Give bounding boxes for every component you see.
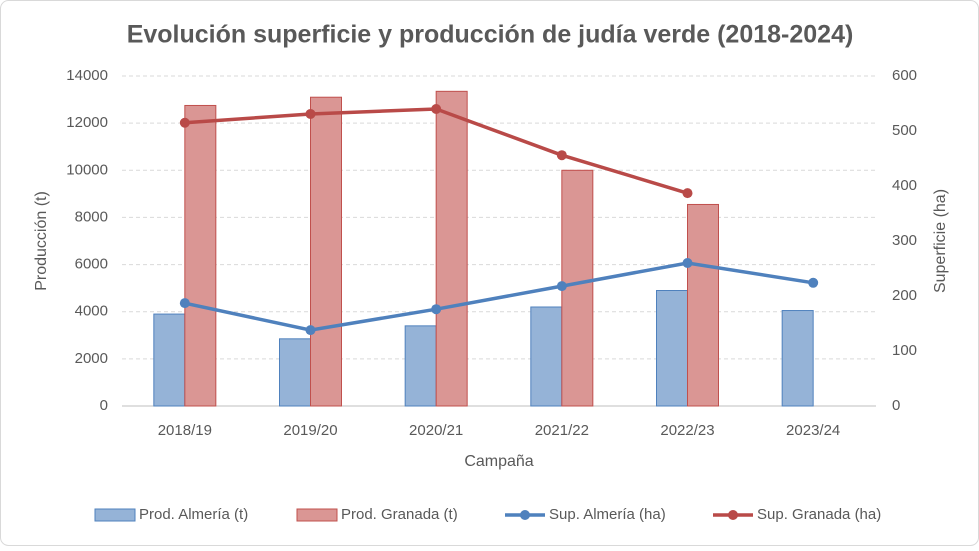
y2-tick-label: 0: [892, 397, 900, 414]
y2-axis-title: Superficie (ha): [932, 189, 949, 293]
x-tick-label: 2023/24: [786, 422, 840, 439]
x-tick-label: 2022/23: [660, 422, 714, 439]
y-tick-label: 4000: [75, 303, 108, 320]
line-marker: [556, 150, 567, 161]
bar: [656, 290, 688, 407]
legend-swatch: [94, 508, 136, 522]
bar: [310, 96, 342, 407]
y2-tick-label: 200: [892, 287, 917, 304]
legend-label: Prod. Almería (t): [139, 506, 248, 523]
x-tick-label: 2021/22: [535, 422, 589, 439]
legend-swatch: [520, 510, 530, 520]
line-marker: [556, 281, 567, 292]
bar: [781, 310, 814, 407]
line-marker: [431, 104, 442, 114]
bar: [435, 90, 468, 407]
y-tick-label: 14000: [66, 67, 108, 84]
y2-tick-label: 300: [892, 232, 917, 249]
y-tick-label: 0: [100, 397, 108, 414]
bar: [687, 203, 719, 407]
chart-title: Evolución superficie y producción de jud…: [127, 21, 854, 49]
bar: [530, 306, 563, 407]
line-marker: [808, 277, 819, 288]
line-marker: [305, 325, 316, 336]
line: [184, 261, 814, 332]
line-marker: [431, 304, 442, 315]
y2-tick-label: 600: [892, 67, 917, 84]
line-marker: [179, 298, 190, 309]
x-tick-label: 2019/20: [283, 422, 337, 439]
line-marker: [682, 258, 693, 268]
legend-swatch: [728, 510, 738, 520]
x-axis-title: Campaña: [464, 453, 533, 470]
bar: [279, 338, 311, 407]
x-tick-label: 2018/19: [158, 422, 212, 439]
y2-tick-label: 400: [892, 177, 917, 194]
bar: [184, 104, 217, 407]
line-marker: [682, 188, 693, 199]
y-tick-label: 12000: [66, 114, 108, 131]
legend-label: Prod. Granada (t): [341, 506, 458, 523]
y2-tick-label: 500: [892, 122, 917, 139]
bar: [153, 313, 186, 407]
legend-label: Sup. Granada (ha): [757, 506, 881, 523]
y-tick-label: 10000: [66, 161, 108, 178]
bar: [404, 325, 437, 407]
y-tick-label: 6000: [75, 256, 108, 273]
line-marker: [179, 117, 190, 128]
y-tick-label: 2000: [75, 350, 108, 367]
line-marker: [305, 108, 316, 119]
bar: [561, 169, 594, 407]
x-tick-label: 2020/21: [409, 422, 463, 439]
legend-swatch: [296, 508, 338, 522]
y-axis-title: Producción (t): [33, 191, 50, 291]
y2-tick-label: 100: [892, 342, 917, 359]
legend-label: Sup. Almería (ha): [549, 506, 666, 523]
y-tick-label: 8000: [75, 208, 108, 225]
